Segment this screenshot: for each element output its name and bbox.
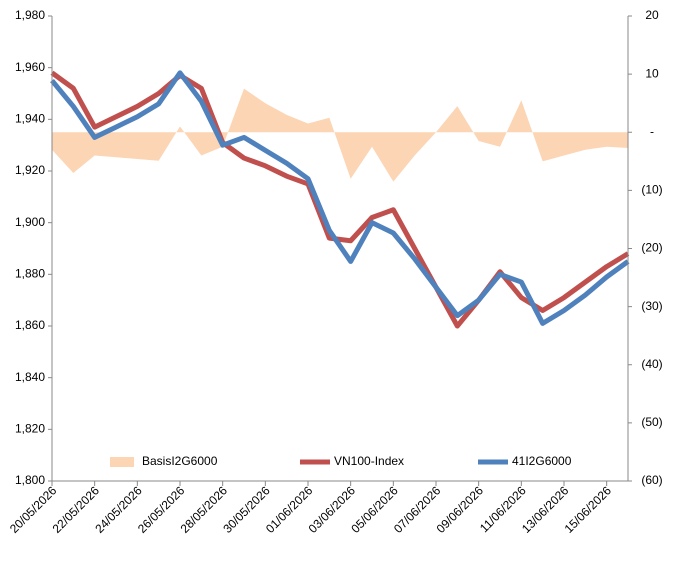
y2-tick-label: (50): [641, 415, 662, 429]
y-tick-label: 1,980: [15, 8, 45, 22]
legend-swatch: [110, 457, 134, 467]
y-tick-label: 1,880: [15, 267, 45, 281]
legend-label: BasisI2G6000: [142, 454, 218, 468]
y-tick-label: 1,820: [15, 422, 45, 436]
y-tick-label: 1,800: [15, 473, 45, 487]
line: [50, 70, 630, 329]
y-tick-label: 1,860: [15, 318, 45, 332]
legend-label: 41I2G6000: [512, 454, 572, 468]
y2-tick-label: (10): [641, 183, 662, 197]
y-tick-label: 1,900: [15, 215, 45, 229]
x-tick-label: 15/06/2026: [562, 483, 615, 536]
y2-tick-label: (40): [641, 357, 662, 371]
y2-tick-label: (60): [641, 473, 662, 487]
y-tick-label: 1,940: [15, 112, 45, 126]
y2-tick-label: (30): [641, 299, 662, 313]
y2-tick-label: 20: [645, 8, 659, 22]
y-tick-label: 1,960: [15, 60, 45, 74]
y-tick-label: 1,840: [15, 370, 45, 384]
y2-tick-label: (20): [641, 241, 662, 255]
y2-tick-label: -: [650, 124, 654, 138]
y2-tick-label: 10: [645, 66, 659, 80]
legend-label: VN100-Index: [334, 454, 404, 468]
area: [52, 88, 628, 182]
line: [50, 70, 630, 326]
y-tick-label: 1,920: [15, 163, 45, 177]
